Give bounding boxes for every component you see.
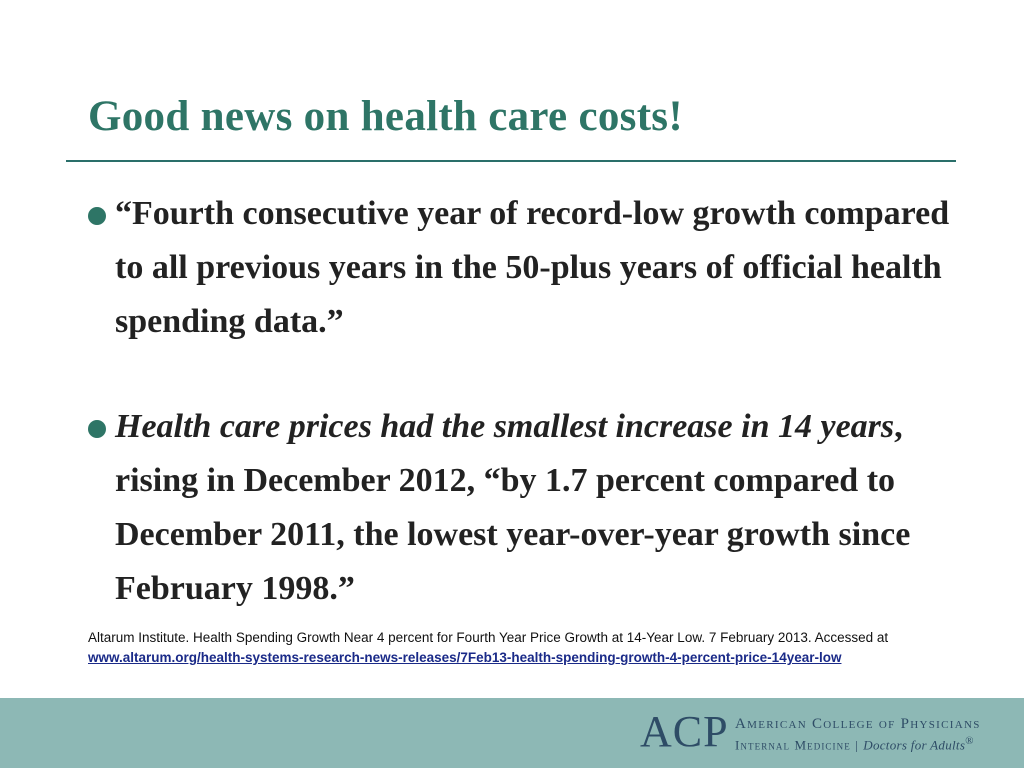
bullet-emphasis: Health care prices had the smallest incr…: [115, 408, 895, 445]
bullet-item: “Fourth consecutive year of record-low g…: [88, 187, 968, 349]
logo-tagline: Doctors for Adults: [863, 737, 966, 753]
footer-band: [0, 698, 1024, 768]
bullet-text-rest: , rising in December 2012, “by 1.7 perce…: [115, 408, 911, 607]
citation-text: Altarum Institute. Health Spending Growt…: [88, 630, 889, 645]
bullet-item: Health care prices had the smallest incr…: [88, 400, 968, 616]
logo-org-name: American College of Physicians: [735, 716, 981, 732]
citation: Altarum Institute. Health Spending Growt…: [88, 628, 958, 668]
logo-dept: Internal Medicine: [735, 737, 851, 753]
bullet-dot-icon: [88, 207, 106, 225]
logo-subline: Internal Medicine | Doctors for Adults®: [735, 735, 975, 753]
bullet-text: “Fourth consecutive year of record-low g…: [115, 195, 950, 340]
logo-separator: |: [855, 737, 859, 753]
bullet-text: Health care prices had the smallest incr…: [115, 400, 968, 616]
registered-mark: ®: [965, 735, 975, 747]
logo-mark: ACP: [640, 707, 729, 756]
slide-title: Good news on health care costs!: [88, 93, 683, 140]
title-divider: [66, 160, 956, 162]
bullet-dot-icon: [88, 420, 106, 438]
citation-link[interactable]: www.altarum.org/health-systems-research-…: [88, 650, 842, 665]
